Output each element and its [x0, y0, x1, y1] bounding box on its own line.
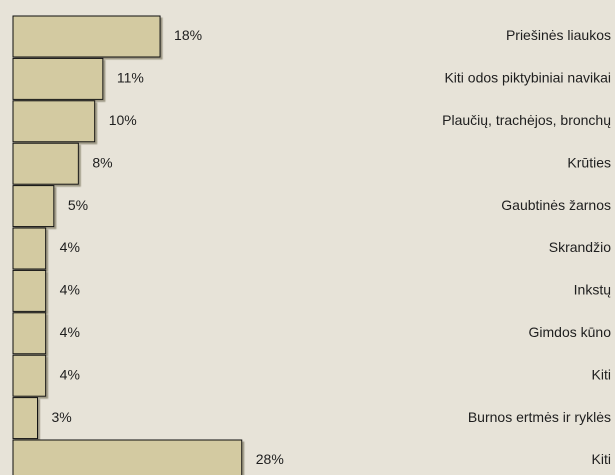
category-label: Gimdos kūno	[529, 324, 612, 340]
category-label: Krūties	[567, 154, 611, 170]
category-label: Gaubtinės žarnos	[501, 197, 611, 213]
bar	[12, 142, 79, 185]
category-label: Skrandžio	[549, 239, 611, 255]
bar	[12, 269, 47, 312]
category-label: Plaučių, trachėjos, bronchų	[442, 112, 611, 128]
bar	[12, 397, 39, 440]
category-label: Priešinės liaukos	[506, 27, 611, 43]
bar	[12, 354, 47, 397]
bar	[12, 227, 47, 270]
value-label: 11%	[117, 70, 144, 86]
bar	[12, 439, 243, 475]
value-label: 4%	[60, 282, 80, 298]
category-label: Kiti	[592, 451, 611, 467]
value-label: 4%	[60, 324, 80, 340]
category-label: Inkstų	[574, 282, 612, 298]
bar	[12, 57, 104, 100]
value-label: 4%	[60, 239, 80, 255]
bar	[12, 15, 161, 58]
category-label: Burnos ertmės ir ryklės	[468, 409, 611, 425]
value-label: 5%	[68, 197, 88, 213]
category-label: Kiti	[592, 366, 611, 382]
value-label: 3%	[52, 409, 72, 425]
value-label: 28%	[256, 451, 284, 467]
value-label: 18%	[174, 27, 202, 43]
category-label: Kiti odos piktybiniai navikai	[444, 70, 611, 86]
value-label: 10%	[109, 112, 137, 128]
value-label: 4%	[60, 366, 80, 382]
bar	[12, 100, 96, 143]
bar	[12, 312, 47, 355]
value-label: 8%	[92, 154, 112, 170]
bar	[12, 185, 55, 228]
